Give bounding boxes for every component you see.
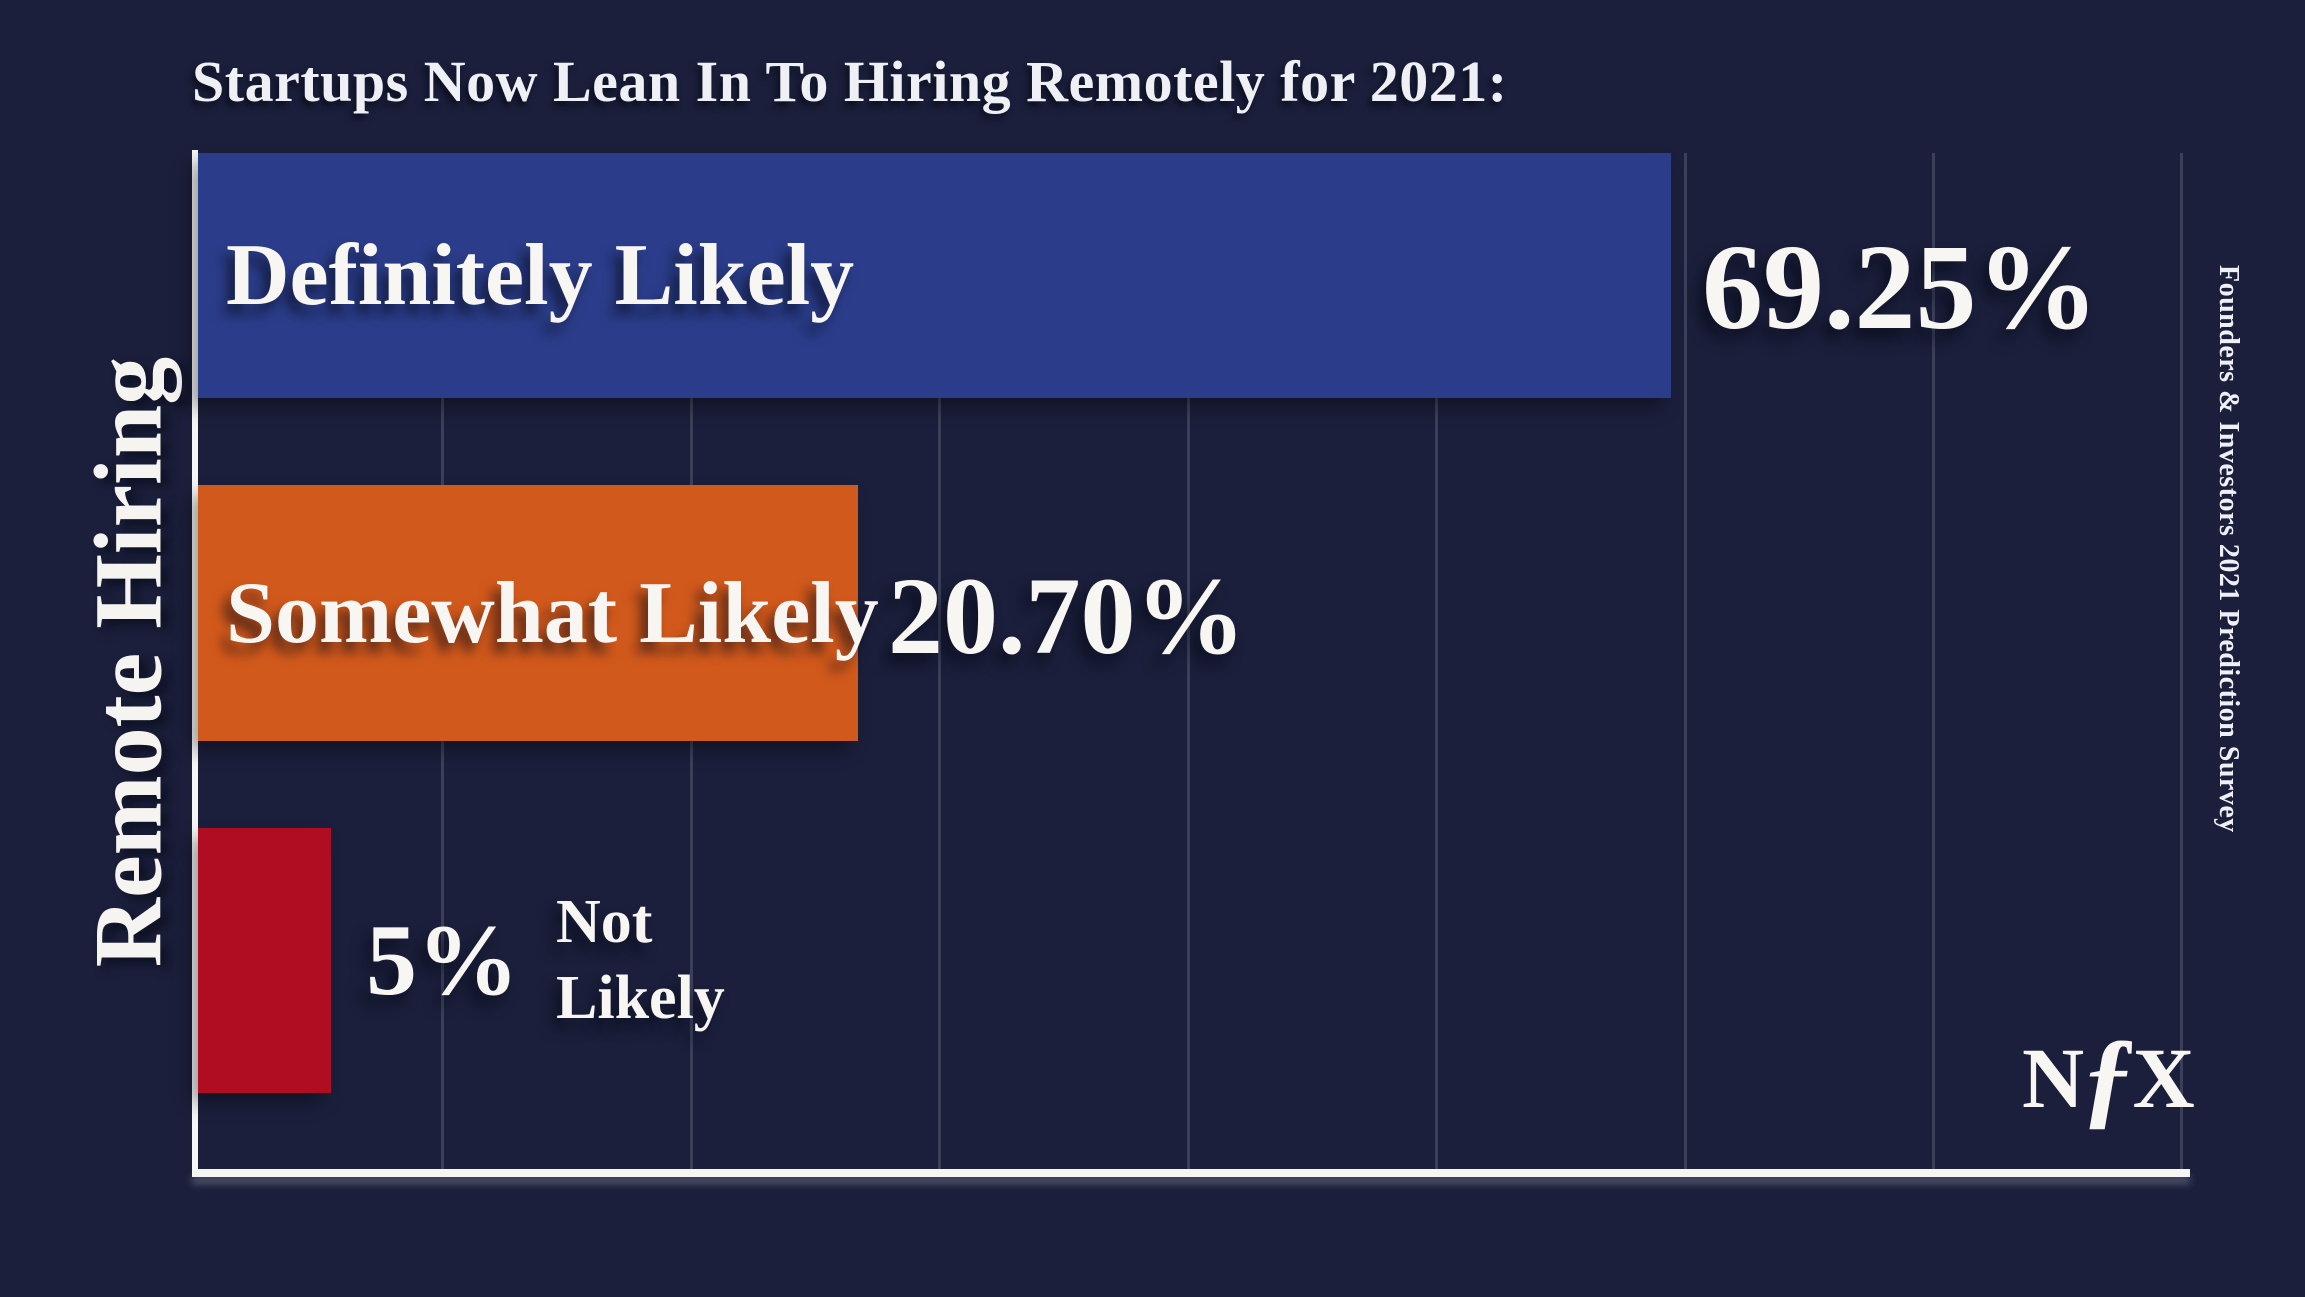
chart-title: Startups Now Lean In To Hiring Remotely … [192, 49, 1508, 114]
gridline [1187, 153, 1190, 1172]
bar-not-likely [198, 828, 331, 1093]
nfx-logo-x: X [2132, 1030, 2195, 1126]
nfx-logo: NƒX [2022, 1022, 2195, 1132]
y-axis-label: Remote Hiring [74, 356, 182, 968]
bar-label-somewhat-likely: Somewhat Likely [226, 564, 879, 662]
value-label-not-likely: 5% [366, 904, 519, 1017]
bar-somewhat-likely: Somewhat Likely [198, 485, 879, 741]
gridline [1684, 153, 1687, 1172]
gridline [2180, 153, 2183, 1172]
bar-label-definitely-likely: Definitely Likely [226, 227, 855, 324]
bar-label-not-likely-text: Not Likely [556, 887, 725, 1032]
gridline [938, 153, 941, 1172]
gridline [1932, 153, 1935, 1172]
bar-label-not-likely: Not Likely [556, 828, 816, 1093]
gridline [1435, 153, 1438, 1172]
nfx-logo-n: N [2022, 1030, 2085, 1126]
y-axis-line [192, 150, 198, 1175]
nfx-logo-f: ƒ [2080, 1015, 2136, 1138]
value-label-definitely-likely: 69.25% [1702, 220, 2099, 355]
x-axis-line [192, 1169, 2190, 1177]
source-caption: Founders & Investors 2021 Prediction Sur… [2213, 265, 2244, 833]
value-label-somewhat-likely: 20.70% [888, 554, 1246, 677]
bar-definitely-likely: Definitely Likely [198, 153, 1671, 398]
